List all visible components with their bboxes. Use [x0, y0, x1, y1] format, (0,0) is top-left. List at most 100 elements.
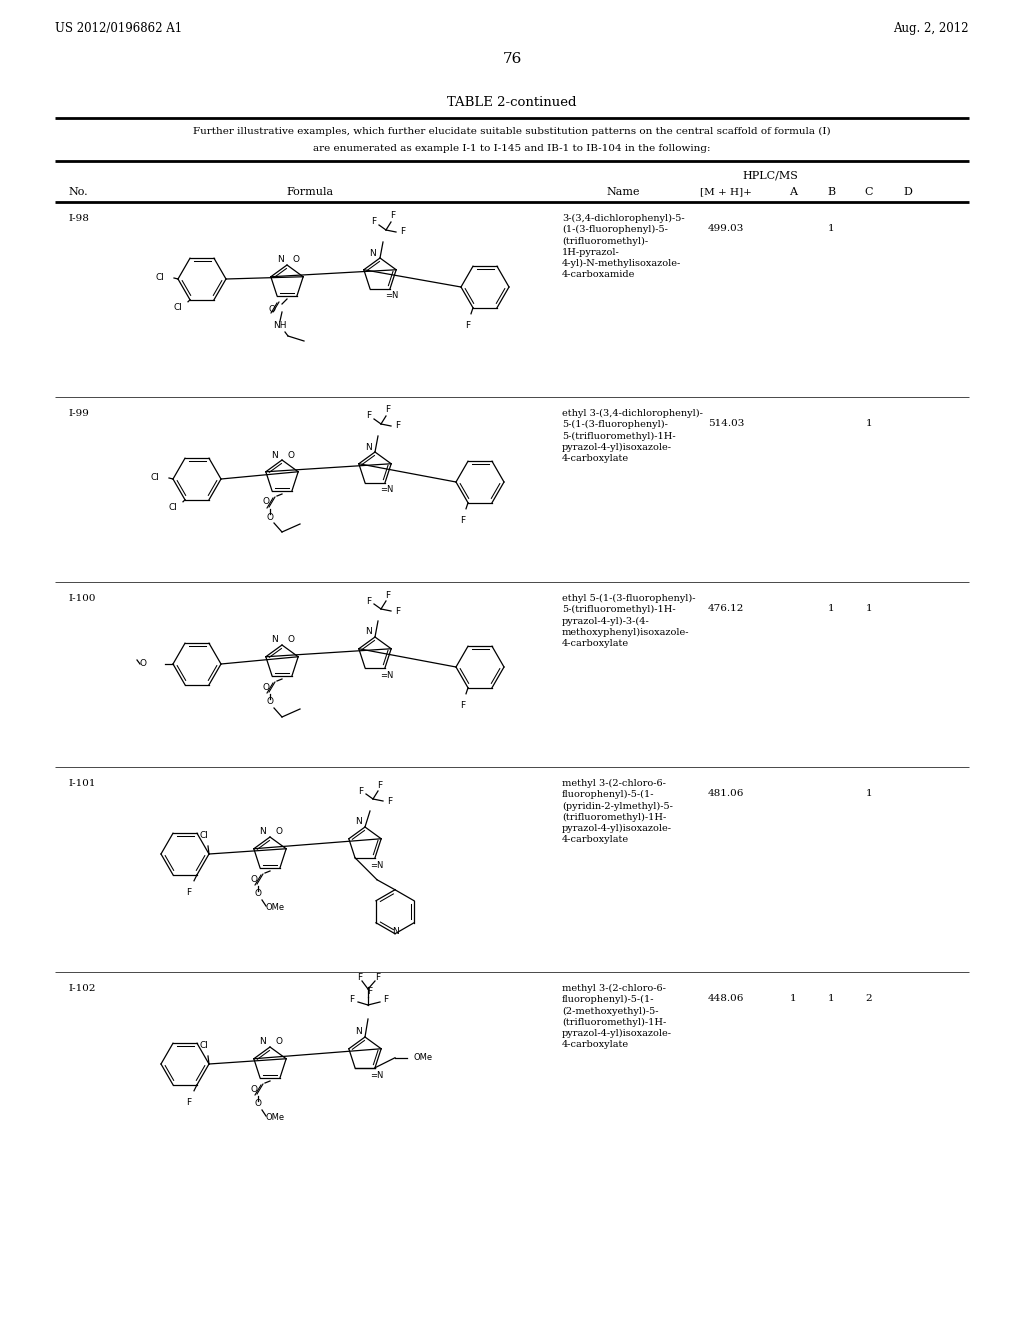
Text: US 2012/0196862 A1: US 2012/0196862 A1 [55, 22, 182, 36]
Text: O: O [255, 890, 261, 899]
Text: O: O [251, 874, 257, 883]
Text: O: O [288, 635, 295, 644]
Text: ethyl 5-(1-(3-fluorophenyl)-
5-(trifluoromethyl)-1H-
pyrazol-4-yl)-3-(4-
methoxy: ethyl 5-(1-(3-fluorophenyl)- 5-(trifluor… [562, 594, 695, 648]
Text: =N: =N [380, 486, 393, 495]
Text: 1: 1 [865, 789, 872, 799]
Text: Cl: Cl [200, 832, 209, 841]
Text: 499.03: 499.03 [708, 224, 744, 234]
Text: N: N [276, 256, 284, 264]
Text: N: N [365, 442, 372, 451]
Text: [M + H]+: [M + H]+ [700, 187, 752, 195]
Text: F: F [385, 405, 390, 414]
Text: 1: 1 [790, 994, 797, 1003]
Text: I-99: I-99 [68, 409, 89, 418]
Text: F: F [466, 321, 471, 330]
Text: OMe: OMe [413, 1053, 432, 1063]
Text: methyl 3-(2-chloro-6-
fluorophenyl)-5-(1-
(2-methoxyethyl)-5-
(trifluoromethyl)-: methyl 3-(2-chloro-6- fluorophenyl)-5-(1… [562, 983, 672, 1049]
Text: F: F [383, 995, 388, 1005]
Text: F: F [400, 227, 406, 236]
Text: F: F [376, 973, 381, 982]
Text: =N: =N [370, 1071, 383, 1080]
Text: 514.03: 514.03 [708, 418, 744, 428]
Text: ethyl 3-(3,4-dichlorophenyl)-
5-(1-(3-fluorophenyl)-
5-(trifluoromethyl)-1H-
pyr: ethyl 3-(3,4-dichlorophenyl)- 5-(1-(3-fl… [562, 409, 702, 463]
Text: N: N [354, 1027, 361, 1036]
Text: 2: 2 [865, 994, 872, 1003]
Text: F: F [367, 412, 372, 421]
Text: O: O [293, 256, 299, 264]
Text: F: F [378, 780, 383, 789]
Text: F: F [367, 597, 372, 606]
Text: F: F [368, 986, 373, 995]
Text: O: O [255, 1100, 261, 1109]
Text: D: D [903, 187, 912, 197]
Text: F: F [395, 606, 400, 615]
Text: N: N [354, 817, 361, 826]
Text: 1: 1 [827, 605, 835, 612]
Text: Name: Name [606, 187, 640, 197]
Text: are enumerated as example I-1 to I-145 and IB-1 to IB-104 in the following:: are enumerated as example I-1 to I-145 a… [313, 144, 711, 153]
Text: O: O [262, 682, 269, 692]
Text: Further illustrative examples, which further elucidate suitable substitution pat: Further illustrative examples, which fur… [194, 127, 830, 136]
Text: TABLE 2-continued: TABLE 2-continued [447, 96, 577, 110]
Text: Cl: Cl [169, 503, 177, 512]
Text: =N: =N [380, 671, 393, 680]
Text: HPLC/MS: HPLC/MS [742, 170, 798, 180]
Text: Cl: Cl [156, 272, 165, 281]
Text: A: A [790, 187, 797, 197]
Text: F: F [387, 796, 392, 805]
Text: O: O [139, 660, 146, 668]
Text: O: O [266, 512, 273, 521]
Text: F: F [395, 421, 400, 430]
Text: I-100: I-100 [68, 594, 95, 603]
Text: NH: NH [273, 322, 287, 330]
Text: F: F [186, 1098, 191, 1107]
Text: F: F [385, 590, 390, 599]
Text: I-101: I-101 [68, 779, 95, 788]
Text: N: N [260, 1038, 266, 1047]
Text: N: N [271, 635, 279, 644]
Text: O: O [262, 498, 269, 507]
Text: OMe: OMe [266, 903, 285, 912]
Text: =N: =N [385, 292, 398, 301]
Text: 481.06: 481.06 [708, 789, 744, 799]
Text: Cl: Cl [151, 473, 160, 482]
Text: F: F [372, 218, 377, 227]
Text: N: N [271, 450, 279, 459]
Text: methyl 3-(2-chloro-6-
fluorophenyl)-5-(1-
(pyridin-2-ylmethyl)-5-
(trifluorometh: methyl 3-(2-chloro-6- fluorophenyl)-5-(1… [562, 779, 673, 845]
Text: =N: =N [370, 861, 383, 870]
Text: 76: 76 [503, 51, 521, 66]
Text: F: F [349, 995, 354, 1005]
Text: O: O [275, 1038, 283, 1047]
Text: N: N [370, 248, 377, 257]
Text: I-102: I-102 [68, 983, 95, 993]
Text: O: O [275, 828, 283, 837]
Text: O: O [251, 1085, 257, 1093]
Text: Formula: Formula [287, 187, 334, 197]
Text: No.: No. [68, 187, 88, 197]
Text: I-98: I-98 [68, 214, 89, 223]
Text: 1: 1 [865, 605, 872, 612]
Text: N: N [365, 627, 372, 636]
Text: 3-(3,4-dichlorophenyl)-5-
(1-(3-fluorophenyl)-5-
(trifluoromethyl)-
1H-pyrazol-
: 3-(3,4-dichlorophenyl)-5- (1-(3-fluoroph… [562, 214, 685, 279]
Text: Cl: Cl [173, 304, 182, 313]
Text: O: O [268, 305, 275, 314]
Text: Cl: Cl [200, 1041, 209, 1051]
Text: B: B [827, 187, 835, 197]
Text: N: N [260, 828, 266, 837]
Text: F: F [461, 516, 466, 525]
Text: F: F [390, 211, 395, 220]
Text: O: O [266, 697, 273, 706]
Text: C: C [864, 187, 873, 197]
Text: F: F [358, 787, 364, 796]
Text: Aug. 2, 2012: Aug. 2, 2012 [894, 22, 969, 36]
Text: OMe: OMe [266, 1114, 285, 1122]
Text: F: F [357, 973, 362, 982]
Text: 476.12: 476.12 [708, 605, 744, 612]
Text: F: F [461, 701, 466, 710]
Text: 1: 1 [865, 418, 872, 428]
Text: 1: 1 [827, 224, 835, 234]
Text: 1: 1 [827, 994, 835, 1003]
Text: 448.06: 448.06 [708, 994, 744, 1003]
Text: F: F [186, 888, 191, 898]
Text: N: N [391, 927, 398, 936]
